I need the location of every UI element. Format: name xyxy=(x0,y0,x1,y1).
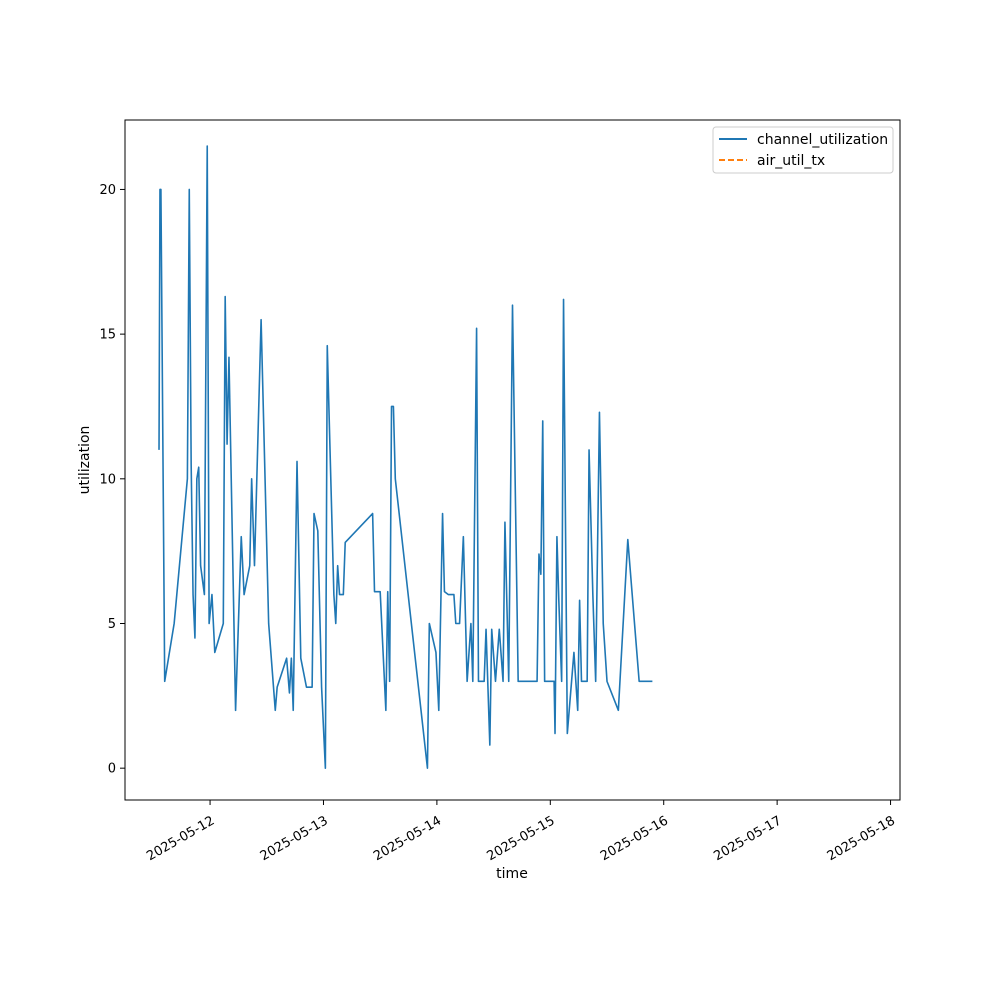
x-tick-label-6: 2025-05-18 xyxy=(825,813,898,864)
series-layer xyxy=(158,145,653,769)
legend-label-channel-utilization: channel_utilization xyxy=(757,132,888,148)
x-tick-label-5: 2025-05-17 xyxy=(711,813,784,864)
y-axis-label: utilization xyxy=(77,426,93,495)
y-tick-label-0: 0 xyxy=(108,762,116,777)
y-tick-label-1: 5 xyxy=(108,617,116,632)
plot-frame xyxy=(124,119,901,801)
y-tick-label-3: 15 xyxy=(99,328,116,343)
x-axis-label: time xyxy=(496,866,528,882)
x-tick-label-0: 2025-05-12 xyxy=(144,813,217,864)
series-line-0 xyxy=(158,145,653,769)
plot-area xyxy=(125,120,900,800)
x-tick-label-3: 2025-05-15 xyxy=(485,813,558,864)
y-tick-label-2: 10 xyxy=(99,472,116,487)
legend: channel_utilization air_util_tx xyxy=(712,126,894,174)
x-tick-label-2: 2025-05-14 xyxy=(371,813,444,864)
x-tick-label-4: 2025-05-16 xyxy=(598,813,671,864)
x-axis: 2025-05-12 2025-05-13 2025-05-14 2025-05-15… xyxy=(144,800,898,864)
x-tick-label-1: 2025-05-13 xyxy=(258,813,331,864)
y-tick-label-4: 20 xyxy=(99,183,116,198)
legend-box xyxy=(712,126,894,174)
legend-label-air-util-tx: air_util_tx xyxy=(757,153,825,169)
y-axis: 0 5 10 15 20 xyxy=(99,183,125,777)
